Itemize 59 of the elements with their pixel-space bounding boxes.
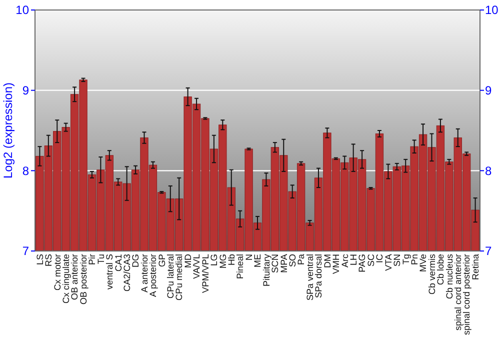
x-tick-label: CA1 (113, 254, 124, 272)
x-tick-label: spinal cord anterior (453, 254, 464, 331)
x-tick-label: CPu lateral (166, 254, 176, 299)
x-tick-label: CA2/CA3 (122, 254, 132, 292)
x-tick-label: MD (182, 254, 193, 268)
x-tick-label: OB anterior (70, 254, 80, 300)
y2-tick-label: 7 (485, 244, 492, 258)
y-tick-label: 10 (16, 3, 30, 18)
x-tick-label: DM (322, 254, 332, 268)
x-tick-label: Cb nucleus (444, 254, 454, 300)
x-tick-label: N (244, 254, 254, 260)
x-tick-label: VPM/VPL (200, 254, 210, 294)
x-tick-label: SPa ventral (304, 254, 315, 301)
x-tick-label: Pir (87, 254, 98, 265)
x-tick-label: Pa (296, 254, 306, 266)
x-tick-label: IC (374, 254, 385, 263)
x-tick-label: LG (209, 254, 220, 266)
y-axis-title: Log2 (expression) (1, 82, 15, 179)
x-tick-label: A posterior (148, 254, 158, 298)
y2-tick-label: 10 (485, 3, 499, 18)
x-tick-label: Cx cingulate (60, 254, 71, 304)
x-tick-label: Arc (340, 254, 350, 268)
x-tick-label: Hb (226, 254, 237, 266)
x-tick-label: OB posterior (78, 254, 88, 305)
y2-tick-label: 9 (485, 84, 492, 98)
x-tick-label: Tg (400, 254, 411, 265)
x-tick-label: Retina (470, 254, 480, 280)
y-tick-label: 8 (22, 164, 30, 178)
x-tick-label: MPA (278, 254, 289, 273)
x-tick-label: A anterior (139, 254, 150, 293)
x-tick-label: Tu (96, 254, 106, 264)
x-tick-label: SO (287, 254, 298, 268)
x-tick-label: VA/VL (192, 254, 202, 279)
y2-tick-label: 8 (485, 164, 492, 178)
x-tick-label: LS (34, 254, 45, 266)
x-tick-label: Cb lobe (436, 254, 446, 286)
x-tick-label: SCN (270, 254, 280, 274)
x-tick-label: PAG (357, 254, 368, 272)
x-tick-label: CPu medial (174, 254, 184, 301)
x-tick-label: ventral S (104, 254, 115, 290)
x-tick-label: Pineal (235, 254, 246, 280)
y-tick-label: 7 (22, 244, 30, 258)
x-tick-label: GP (156, 254, 167, 268)
x-tick-label: SPa dorsal (314, 254, 324, 298)
x-tick-label: SC (366, 254, 376, 267)
x-tick-label: Cb vermis (426, 254, 437, 295)
x-tick-label: spinal cord posterior (462, 254, 472, 336)
x-tick-label: VMH (331, 254, 342, 274)
x-tick-label: LH (348, 254, 358, 266)
x-tick-label: RS (44, 254, 54, 267)
y-tick-label: 9 (22, 84, 30, 98)
x-tick-label: MVe (418, 254, 428, 272)
x-tick-label: VTA (383, 254, 394, 271)
x-tick-label: Pituitary (261, 254, 272, 287)
x-tick-label: ME (252, 254, 263, 268)
x-tick-label: DG (130, 254, 141, 268)
x-tick-label: Cx motor (52, 254, 62, 291)
x-tick-label: SN (392, 254, 402, 267)
x-tick-label: MG (218, 254, 228, 268)
